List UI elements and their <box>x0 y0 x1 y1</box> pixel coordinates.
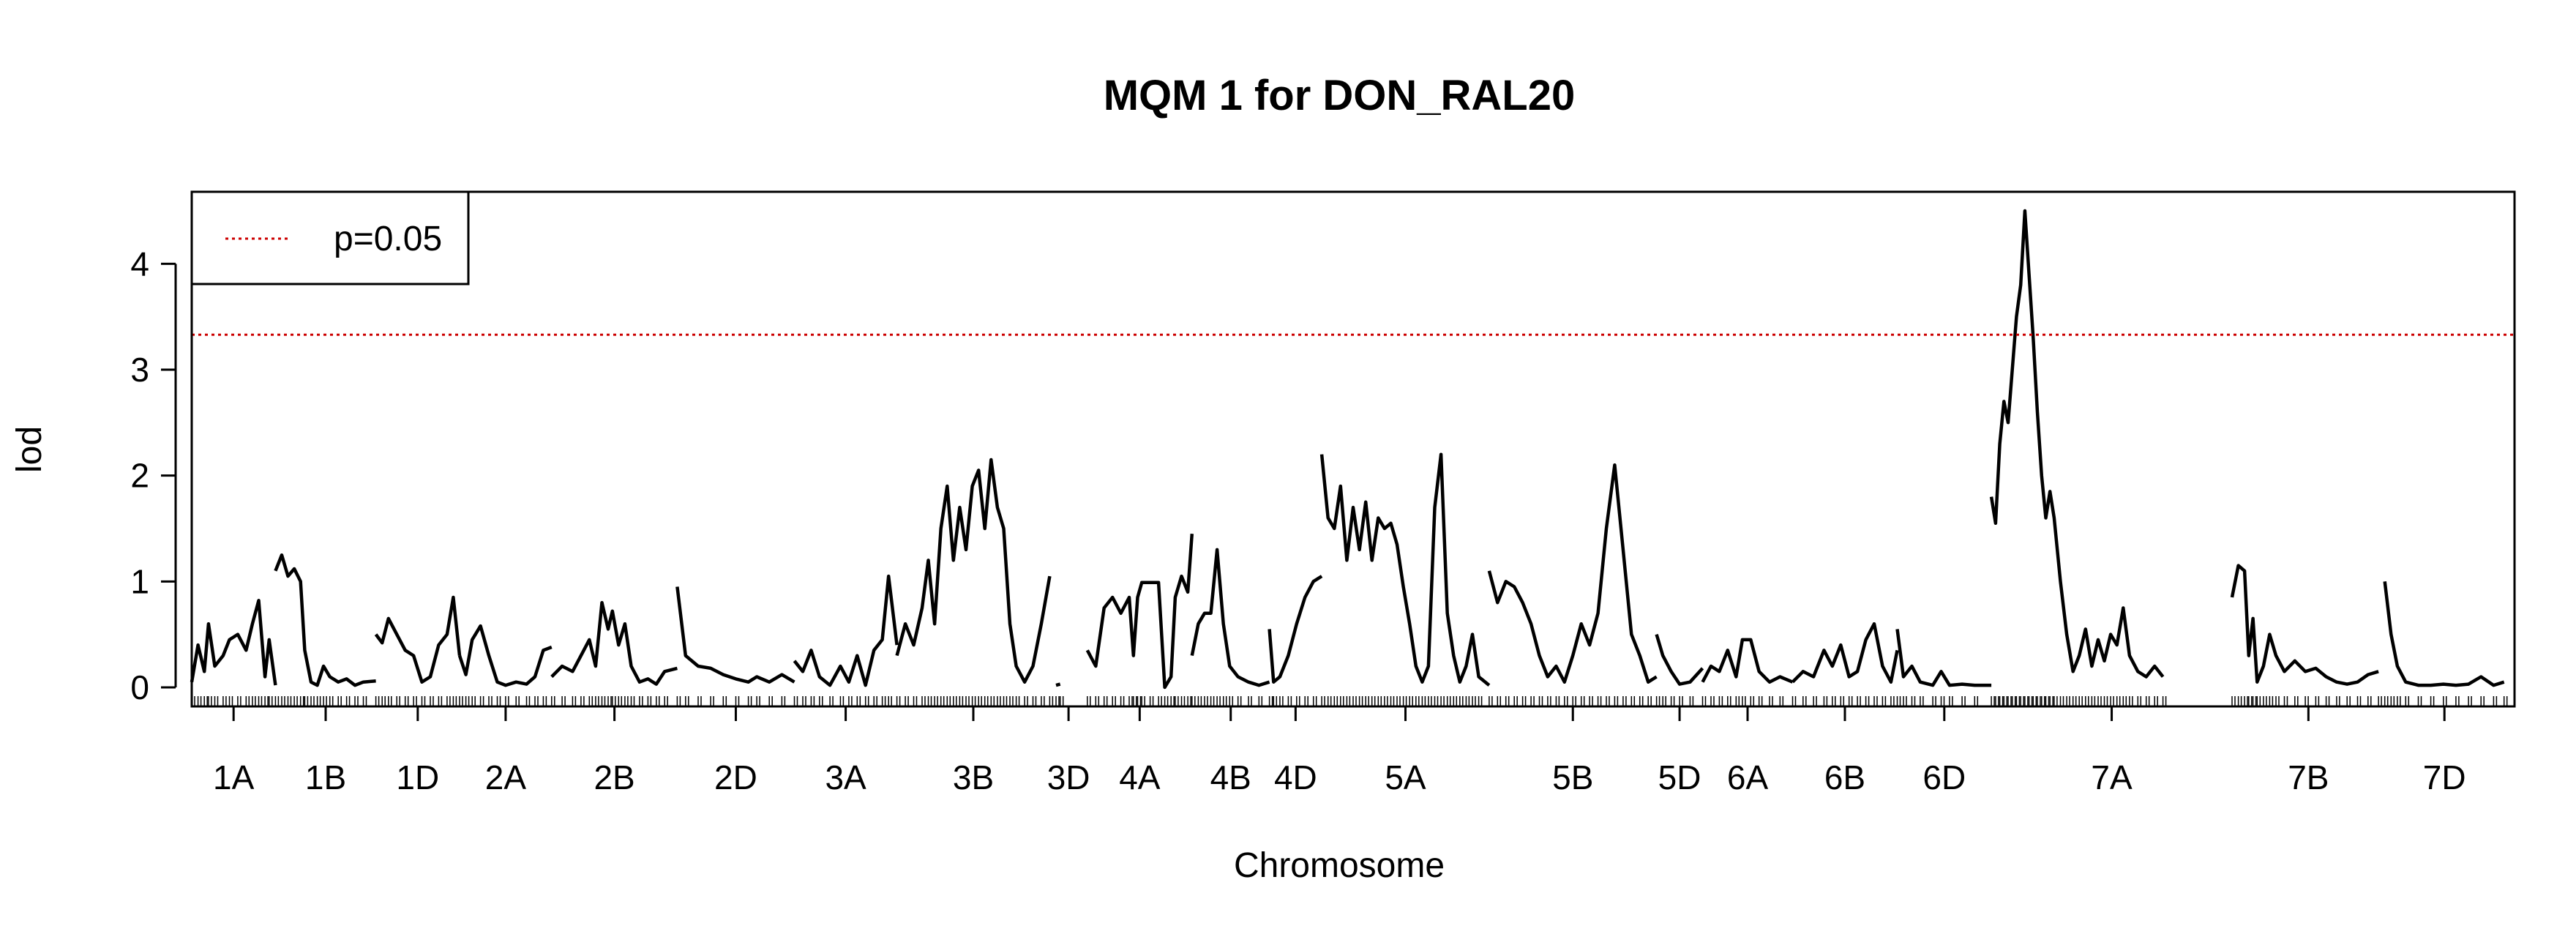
chart-title: MQM 1 for DON_RAL20 <box>1104 72 1576 119</box>
x-tick-label-6D: 6D <box>1922 758 1966 796</box>
lod-curve-3A <box>793 574 899 687</box>
x-tick-label-3D: 3D <box>1047 758 1090 796</box>
lod-curve-4A <box>1085 534 1194 690</box>
marker-rug-ticks <box>191 696 2508 706</box>
x-tick-label-4D: 4D <box>1274 758 1317 796</box>
lod-curve-4B <box>1190 548 1270 687</box>
lod-curve-5B <box>1487 463 1658 684</box>
y-tick-label: 2 <box>130 457 149 495</box>
legend-label-p005: p=0.05 <box>334 220 442 258</box>
x-tick-label-4B: 4B <box>1210 758 1251 796</box>
x-tick-label-3B: 3B <box>953 758 994 796</box>
lod-curve-7D <box>2383 581 2505 687</box>
lod-series <box>190 209 2505 690</box>
lod-curve-1B <box>274 553 376 687</box>
x-tick-label-1B: 1B <box>305 758 346 796</box>
lod-curve-4D <box>1268 575 1323 684</box>
y-tick-label: 3 <box>130 351 149 389</box>
x-tick-label-7B: 7B <box>2288 758 2329 796</box>
x-axis: 1A 1B 1D 2A 2B 2D 3A 3B 3D 4A 4B 4D 5A 5B 5D 6A 6B 6D 7A 7B… <box>213 706 2466 796</box>
x-tick-label-2B: 2B <box>594 758 634 796</box>
lod-curve-3B <box>895 458 1052 684</box>
plot-frame <box>190 190 2516 708</box>
x-tick-label-1A: 1A <box>213 758 255 796</box>
y-tick-label: 0 <box>130 668 149 706</box>
x-axis-label: Chromosome <box>1234 846 1445 885</box>
x-tick-label-6A: 6A <box>1727 758 1769 796</box>
lod-curve-6D <box>1895 629 1992 687</box>
y-axis: 0 1 2 3 4 <box>130 244 177 706</box>
lod-curve-2B <box>550 600 678 686</box>
lod-curve-5D <box>1655 633 1704 686</box>
lod-curve-2D <box>675 586 795 684</box>
lod-curve-7A <box>1989 209 2165 679</box>
lod-curve-7B <box>2230 564 2379 686</box>
x-tick-label-5D: 5D <box>1658 758 1701 796</box>
x-tick-label-5B: 5B <box>1552 758 1593 796</box>
lod-curve-6A <box>1701 638 1794 684</box>
x-tick-label-7D: 7D <box>2423 758 2466 796</box>
y-axis-label: lod <box>10 426 49 473</box>
lod-curve-2A <box>457 624 553 687</box>
x-tick-label-2D: 2D <box>714 758 757 796</box>
lod-curve-5A <box>1319 452 1491 687</box>
lod-curve-1A <box>190 599 277 686</box>
x-tick-label-2A: 2A <box>485 758 527 796</box>
y-tick-label: 1 <box>130 562 149 600</box>
x-tick-label-4A: 4A <box>1119 758 1161 796</box>
x-tick-label-5A: 5A <box>1385 758 1426 796</box>
x-tick-label-1D: 1D <box>396 758 439 796</box>
lod-curve-3D <box>1055 682 1061 687</box>
x-tick-label-3A: 3A <box>825 758 866 796</box>
legend-box <box>190 190 470 285</box>
lod-curve-1D <box>374 595 462 684</box>
x-tick-label-7A: 7A <box>2091 758 2133 796</box>
x-tick-label-6B: 6B <box>1824 758 1865 796</box>
legend: p=0.05 <box>190 190 470 285</box>
lod-curve-6B <box>1791 621 1899 684</box>
y-tick-label: 4 <box>130 244 149 283</box>
marker-rug <box>191 696 2508 706</box>
